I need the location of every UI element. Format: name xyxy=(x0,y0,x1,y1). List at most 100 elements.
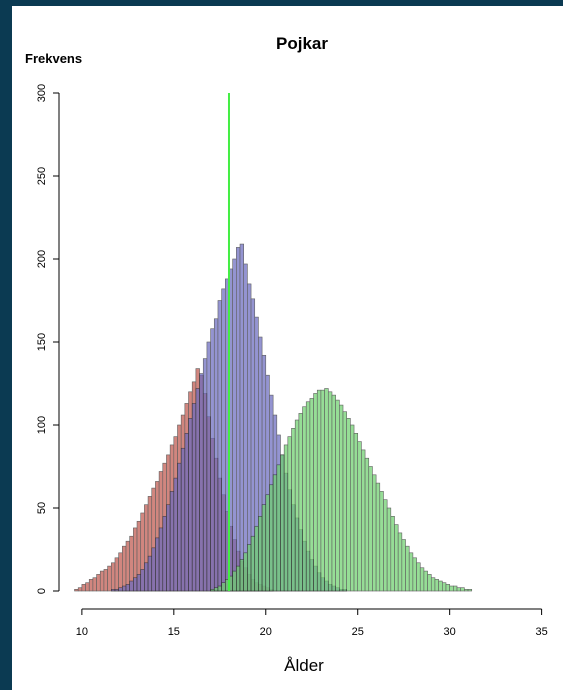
bar xyxy=(202,358,208,592)
bar xyxy=(162,515,167,592)
bar xyxy=(416,562,421,592)
bar xyxy=(438,580,443,592)
bar xyxy=(291,428,296,592)
bar xyxy=(430,577,436,592)
bar xyxy=(272,474,278,592)
bar xyxy=(180,447,186,592)
bar xyxy=(133,577,138,592)
bar xyxy=(261,504,267,592)
bar xyxy=(213,587,219,592)
bar xyxy=(305,401,311,592)
bar xyxy=(408,552,414,592)
bar xyxy=(250,535,256,592)
y-tick-label: 150 xyxy=(36,333,48,351)
bar xyxy=(316,389,322,592)
x-tick-label: 20 xyxy=(260,626,272,638)
plot-frame: 0 50 100 150 200 250 300 10 15 20 25 30 35 Pojkar Fr… xyxy=(12,6,563,690)
bar xyxy=(357,441,362,592)
bar xyxy=(129,580,134,592)
y-tick-label: 250 xyxy=(36,167,48,185)
y-axis-label: Frekvens xyxy=(25,51,82,66)
bar xyxy=(386,507,392,592)
bar xyxy=(442,582,447,592)
bar xyxy=(221,582,226,592)
bar xyxy=(379,491,384,592)
bar xyxy=(110,562,116,592)
bar xyxy=(232,570,237,592)
bar xyxy=(375,482,381,592)
bar xyxy=(206,341,211,592)
bar xyxy=(243,552,248,592)
bar xyxy=(405,545,410,592)
axes-layer: 0 50 100 150 200 250 300 10 15 20 25 30 35 xyxy=(36,84,548,638)
bar xyxy=(346,418,351,592)
bar xyxy=(155,537,160,592)
bar xyxy=(269,484,274,592)
x-tick-label: 30 xyxy=(444,626,456,638)
bar xyxy=(236,247,241,592)
bar xyxy=(144,562,149,592)
bar xyxy=(361,449,366,592)
bar xyxy=(412,557,417,592)
bar xyxy=(166,504,171,592)
bar xyxy=(456,587,461,592)
bar xyxy=(107,565,112,592)
bar xyxy=(390,515,395,592)
bar xyxy=(397,532,403,592)
bar xyxy=(265,494,270,592)
y-tick-label: 50 xyxy=(36,502,48,514)
bar xyxy=(85,582,90,592)
bar xyxy=(445,584,450,592)
x-tick-label: 25 xyxy=(352,626,364,638)
bar xyxy=(136,574,142,592)
bar xyxy=(280,454,285,592)
bar xyxy=(184,432,189,592)
bar xyxy=(287,436,292,592)
bar xyxy=(118,587,123,592)
bar xyxy=(213,318,219,592)
bar xyxy=(327,391,333,592)
bar xyxy=(258,515,263,592)
chart-title: Pojkar xyxy=(276,34,328,53)
bar xyxy=(394,524,399,592)
bar xyxy=(140,569,145,592)
bar xyxy=(449,585,454,592)
bar xyxy=(239,243,245,592)
bar xyxy=(99,570,105,592)
bar xyxy=(173,477,178,592)
y-tick-label: 200 xyxy=(36,250,48,268)
bar xyxy=(114,557,119,592)
bar xyxy=(464,589,469,592)
bar xyxy=(254,525,259,592)
bar xyxy=(191,403,197,592)
bar xyxy=(96,574,101,592)
bar xyxy=(320,389,325,592)
bar xyxy=(353,432,359,592)
bar xyxy=(342,411,347,592)
bar xyxy=(177,462,182,592)
x-axis-label: Ålder xyxy=(284,656,324,675)
bar xyxy=(77,587,83,592)
series-3 xyxy=(210,388,473,592)
bar xyxy=(372,474,377,592)
y-tick-label: 100 xyxy=(36,416,48,434)
bar xyxy=(110,589,116,592)
bar xyxy=(324,388,329,592)
bar xyxy=(339,404,344,592)
bar xyxy=(210,328,215,592)
x-tick-label: 10 xyxy=(76,626,88,638)
bar xyxy=(122,545,127,592)
bar xyxy=(313,393,318,592)
bar xyxy=(217,585,222,592)
bar xyxy=(331,394,336,592)
bar xyxy=(383,499,388,592)
bar xyxy=(125,584,130,592)
bar xyxy=(217,300,222,592)
bar xyxy=(364,457,370,592)
bar xyxy=(195,388,200,592)
x-tick-label: 35 xyxy=(535,626,547,638)
bar xyxy=(199,373,204,592)
bar xyxy=(335,399,340,592)
bar xyxy=(151,547,156,592)
bar xyxy=(147,555,153,592)
